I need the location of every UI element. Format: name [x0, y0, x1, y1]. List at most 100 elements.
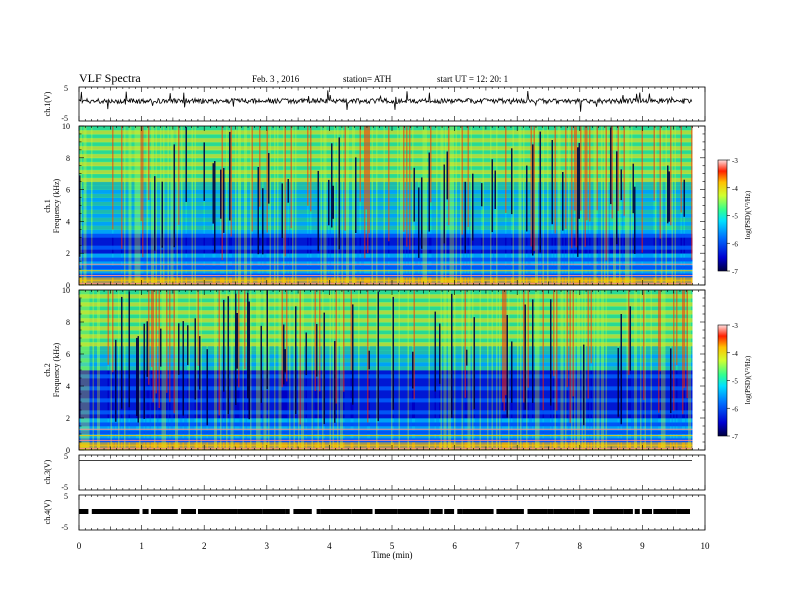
time-strip [250, 290, 252, 450]
frequency-tick-label: 10 [62, 122, 70, 131]
time-strip [332, 290, 334, 450]
time-strip [220, 290, 222, 450]
time-strip [428, 290, 430, 450]
time-strip [484, 181, 486, 285]
time-strip [592, 181, 594, 285]
frequency-band [79, 277, 693, 282]
time-strip [523, 290, 525, 403]
time-strip [229, 346, 231, 450]
frequency-band [79, 253, 693, 258]
time-strip [364, 126, 366, 259]
ch4-pulse-block [527, 509, 548, 514]
time-strip [116, 181, 118, 285]
time-strip [605, 126, 607, 261]
frequency-tick-label: 8 [66, 154, 70, 163]
time-strip [478, 181, 480, 285]
time-strip [686, 181, 688, 285]
frequency-band [79, 209, 693, 214]
time-strip [322, 181, 324, 285]
ch4-pulse-block [91, 509, 123, 514]
time-strip [152, 126, 154, 285]
x-tick-label: 6 [452, 541, 457, 551]
time-strip [653, 126, 655, 201]
time-strip [469, 290, 471, 450]
time-strip [175, 290, 177, 450]
colorbar-tick-label: -3 [732, 322, 738, 330]
time-strip [389, 346, 391, 450]
time-strip [287, 179, 289, 203]
time-strip [88, 290, 90, 450]
time-strip [217, 346, 219, 450]
colorbar-tick-label: -4 [732, 350, 738, 358]
time-strip [472, 290, 474, 450]
time-strip [446, 346, 448, 450]
time-strip [521, 346, 523, 450]
ch1-ytick-bottom: -5 [61, 114, 68, 123]
frequency-band [79, 157, 693, 163]
time-strip [272, 346, 274, 450]
time-strip [325, 346, 327, 450]
time-strip [227, 296, 229, 415]
time-strip [544, 181, 546, 285]
time-strip [686, 290, 688, 399]
time-strip [83, 290, 85, 450]
frequency-band [79, 185, 693, 190]
time-strip [154, 176, 156, 251]
ch1-waveform-trace [78, 90, 693, 112]
time-strip [305, 332, 307, 376]
time-strip [413, 290, 415, 400]
time-strip [227, 181, 229, 285]
time-strip [193, 346, 195, 450]
time-strip [670, 126, 672, 226]
time-strip [544, 346, 546, 450]
frequency-band [79, 193, 693, 198]
time-strip [512, 346, 514, 450]
frequency-band [79, 406, 693, 411]
time-strip [188, 181, 190, 285]
time-strip [256, 290, 258, 450]
time-strip [490, 346, 492, 450]
ch4-pulse-block [457, 509, 463, 514]
time-strip [169, 290, 171, 403]
time-strip [199, 181, 201, 285]
frequency-band [79, 201, 693, 206]
time-strip [232, 181, 234, 285]
time-strip [320, 346, 322, 450]
time-strip [679, 181, 681, 285]
time-strip [172, 346, 174, 450]
time-strip [575, 126, 577, 248]
x-tick-label: 4 [327, 541, 332, 551]
time-strip [325, 126, 327, 285]
ch2-colorbar [717, 324, 728, 437]
time-strip [473, 181, 475, 285]
time-strip [551, 140, 553, 225]
time-strip [535, 290, 537, 450]
time-strip [493, 181, 495, 285]
time-strip [362, 181, 364, 285]
time-strip [302, 290, 304, 450]
time-strip [383, 346, 385, 450]
time-strip [463, 346, 465, 450]
time-strip [221, 126, 223, 261]
time-strip [454, 181, 456, 285]
time-strip [404, 181, 406, 285]
time-strip [496, 126, 498, 285]
frequency-band [79, 233, 693, 238]
time-strip [98, 290, 100, 450]
time-strip [137, 336, 139, 423]
time-strip [319, 290, 321, 392]
time-strip [217, 181, 219, 285]
time-strip [511, 148, 513, 215]
time-strip [163, 290, 165, 450]
time-strip [500, 181, 502, 285]
frequency-band [79, 137, 693, 143]
time-strip [181, 126, 183, 285]
time-strip [335, 290, 337, 404]
time-strip [133, 346, 135, 450]
time-strip [299, 181, 301, 285]
time-strip [178, 126, 180, 225]
frequency-band [79, 326, 693, 331]
time-strip [344, 346, 346, 450]
time-strip [181, 346, 183, 450]
time-strip [661, 126, 663, 285]
